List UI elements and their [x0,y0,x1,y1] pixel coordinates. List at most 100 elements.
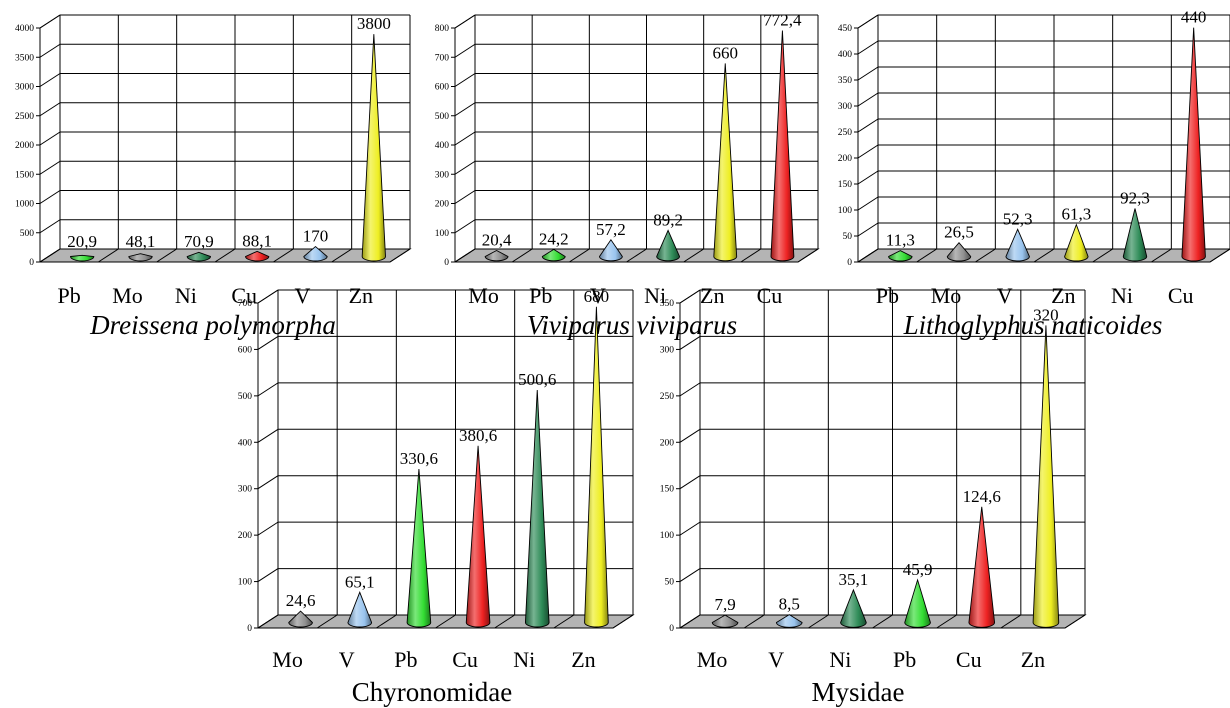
cone-body [713,63,738,262]
category-label: Zn [1021,647,1045,672]
category-label: Ni [513,647,535,672]
chart-title: Mysidae [812,677,905,707]
cone-body [599,238,623,262]
side-gridline [257,382,279,397]
floor-divider [797,248,819,263]
y-axis-top [679,289,701,304]
floor-divider [435,614,456,629]
category-label: Zn [571,647,595,672]
y-tick-label: 250 [660,392,675,402]
y-tick-label: 200 [238,531,253,541]
category-label: Cu [452,647,478,672]
data-label: 61,3 [1061,205,1091,224]
data-label: 330,6 [400,449,438,468]
y-tick-label: 800 [435,24,450,34]
cone-zn [1032,325,1060,628]
y-tick-label: 200 [838,154,853,164]
side-gridline [39,73,61,87]
cone-zn [361,34,386,262]
category-label: Cu [956,647,982,672]
y-tick-label: 4000 [15,24,34,34]
y-axis-top [454,14,476,29]
data-label: 92,3 [1120,189,1150,208]
chart-2: 0 100 200 300 400 500 600 700 800 20,4 24,2 57,2 89,… [435,11,820,340]
data-label: 772,4 [763,11,802,30]
cone-body [946,242,972,262]
y-tick-label: 300 [838,102,853,112]
y-tick-label: 200 [435,200,450,210]
cone-body [656,229,680,262]
side-gridline [857,66,879,81]
category-label: Ni [175,283,197,308]
y-tick-label: 300 [238,485,253,495]
floor-divider [612,614,634,629]
cone-ni [656,229,680,262]
floor-divider [740,248,762,263]
cone-zn [584,306,609,628]
y-axis-top [39,14,61,29]
y-tick-label: 400 [838,50,853,60]
category-label: V [295,283,311,308]
category-label: Cu [1168,283,1194,308]
data-label: 89,2 [653,210,683,229]
cone-body [1005,228,1030,262]
floor-divider [454,248,476,263]
y-tick-label: 150 [838,180,853,190]
cone-body [1122,208,1148,262]
cone-ni [524,390,550,628]
data-label: 170 [303,227,329,246]
floor-divider [257,614,279,629]
data-label: 35,1 [839,570,869,589]
cone-body [775,614,803,628]
y-tick-label: 600 [238,345,253,355]
y-tick-label: 2500 [15,112,34,122]
chart-4: 0 100 200 300 400 500 600 700 24,6 65,1 330,6 380,6… [238,287,635,707]
floor-divider [39,248,61,263]
chart-title: Chyronomidae [352,677,512,707]
cone-body [406,468,432,628]
y-tick-label: 100 [660,531,675,541]
category-label: Pb [876,283,899,308]
cone-cu [465,445,491,628]
y-tick-label: 3500 [15,53,34,63]
floor-divider [1092,248,1113,263]
y-tick-label: 100 [238,578,253,588]
floor-divider [872,614,893,629]
category-label: Mo [272,647,303,672]
side-gridline [257,336,279,350]
y-tick-label: 2000 [15,141,34,151]
category-label: V [997,283,1013,308]
cone-body [770,30,795,262]
cone-body [484,250,509,262]
cone-mo [711,614,739,628]
floor-divider [975,248,996,263]
data-label: 48,1 [126,232,156,251]
data-label: 57,2 [596,220,626,239]
floor-divider [808,614,829,629]
category-label: V [590,283,606,308]
y-tick-label: 0 [847,258,852,268]
category-label: Mo [112,283,143,308]
data-label: 70,9 [184,232,214,251]
floor-divider [857,248,879,263]
category-label: Cu [757,283,783,308]
cone-body [711,614,739,628]
data-label: 45,9 [903,560,933,579]
floor-divider [214,248,236,263]
side-gridline [454,131,476,146]
category-label: Ni [1111,283,1133,308]
cone-zn [1064,223,1089,262]
data-label: 24,2 [539,229,569,248]
category-label: Pb [58,283,81,308]
cone-body [245,250,270,262]
category-label: Pb [529,283,552,308]
side-gridline [679,336,701,350]
data-label: 380,6 [459,426,497,445]
side-gridline [257,428,279,443]
cone-v [775,614,803,628]
data-label: 7,9 [714,595,735,614]
data-label: 88,1 [242,231,272,250]
y-tick-label: 50 [665,578,675,588]
side-gridline [257,475,279,490]
y-tick-label: 0 [29,258,34,268]
